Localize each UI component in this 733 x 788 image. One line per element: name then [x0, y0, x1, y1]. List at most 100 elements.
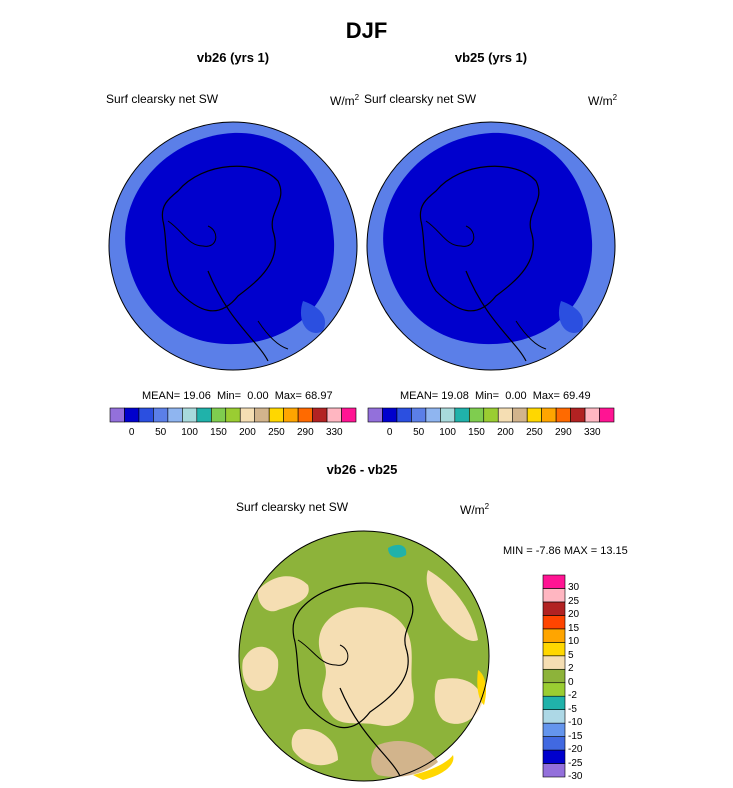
units-label-vb26: W/m2 [330, 93, 359, 108]
units-exp-diff: 2 [484, 502, 490, 511]
colorbar-ticks-diff: 30 25 20 15 10 5 2 0 -2 -5 -10 -15 -20 -25 -30 [568, 575, 608, 782]
colorbar-swatch [555, 407, 571, 423]
coastline-detail-vb25 [425, 220, 547, 350]
map-region-south-diff [291, 729, 338, 766]
colorbar-swatch [526, 407, 542, 423]
colorbar-tick-label: 50 [155, 427, 167, 438]
colorbar-swatch [542, 601, 566, 616]
colorbar-tick-label: 0 [128, 427, 135, 438]
colorbar-swatch [326, 407, 342, 423]
colorbar-swatch [153, 407, 169, 423]
colorbar-swatch [341, 407, 357, 423]
colorbar-swatch [542, 722, 566, 737]
colorbar-swatch [283, 407, 299, 423]
map-border-vb25 [366, 121, 616, 371]
colorbar-swatch [542, 588, 566, 603]
colorbar-tick-label: 100 [439, 427, 456, 438]
colorbar-swatch [542, 736, 566, 751]
colorbar-tick-label: -20 [568, 744, 583, 756]
colorbar-swatch [542, 642, 566, 657]
colorbar-swatch [468, 407, 485, 423]
map-inner-band-vb25 [558, 301, 584, 333]
colorbar-diff [542, 574, 566, 778]
colorbar-swatch [225, 407, 241, 423]
colorbar-tick-label: 150 [210, 427, 227, 438]
colorbar-swatch [584, 407, 600, 423]
colorbar-swatch [570, 407, 586, 423]
map-region-center-diff [318, 607, 414, 726]
colorbar-tick-label: 15 [568, 622, 580, 634]
colorbar-tick-label: 0 [568, 676, 574, 688]
min-label-diff: MIN = [503, 545, 533, 557]
map-region-west-diff [257, 576, 309, 612]
colorbar-tick-label: 200 [497, 427, 514, 438]
colorbar-swatch [542, 682, 566, 697]
colorbar-swatch [542, 749, 566, 764]
colorbar-swatch [542, 574, 566, 589]
colorbar-swatch [239, 407, 256, 423]
colorbar-swatch [382, 407, 398, 423]
max-value-vb25: 69.49 [563, 390, 591, 402]
colorbar-vb26 [109, 407, 357, 423]
colorbar-tick-label: 200 [239, 427, 256, 438]
max-value-diff: 13.15 [600, 545, 628, 557]
colorbar-tick-label: -2 [568, 690, 577, 702]
colorbar-tick-label: 290 [555, 427, 572, 438]
colorbar-tick-label: 5 [568, 649, 574, 661]
colorbar-swatch [210, 407, 227, 423]
colorbar-swatch [542, 615, 566, 630]
colorbar-swatch [483, 407, 499, 423]
max-label-vb26: Max= [274, 390, 302, 402]
units-base-vb25: W/m [588, 94, 613, 108]
max-label-diff: MAX = [563, 545, 598, 557]
colorbar-tick-label: 100 [181, 427, 198, 438]
coastline-vb25 [419, 165, 540, 362]
colorbar-swatch [454, 407, 470, 423]
min-value-vb25: 0.00 [505, 390, 527, 402]
polar-map-diff [238, 530, 490, 782]
colorbar-ticks-vb25: 0 50 100 150 200 250 290 330 [368, 427, 614, 441]
stats-vb25: MEAN= 19.08 Min= 0.00 Max= 69.49 [400, 390, 591, 402]
map-core-region-vb26 [125, 132, 335, 345]
units-base-vb26: W/m [330, 94, 355, 108]
colorbar-swatch [396, 407, 412, 423]
colorbar-tick-label: 330 [325, 427, 343, 438]
map-core-region-vb25 [383, 132, 593, 345]
map-region-teal-diff [388, 544, 407, 558]
units-exp-vb25: 2 [612, 93, 618, 102]
colorbar-swatch [512, 407, 528, 423]
stats-diff: MIN = -7.86 MAX = 13.15 [503, 545, 628, 557]
colorbar-swatch [297, 407, 313, 423]
colorbar-swatch [411, 407, 427, 423]
variable-label-diff: Surf clearsky net SW [236, 500, 349, 514]
colorbar-swatch [542, 709, 566, 724]
colorbar-swatch [542, 628, 566, 643]
colorbar-tick-label: 20 [568, 609, 580, 621]
panel-title-vb26: vb26 (yrs 1) [196, 50, 270, 65]
colorbar-tick-label: 150 [468, 427, 485, 438]
map-border-vb26 [108, 121, 358, 371]
coastline-vb26 [161, 165, 282, 362]
map-region-south2-diff [371, 741, 438, 777]
colorbar-swatch [497, 407, 514, 423]
units-exp-vb26: 2 [354, 93, 360, 102]
colorbar-swatch [268, 407, 284, 423]
colorbar-tick-label: 10 [568, 636, 580, 648]
colorbar-swatch [109, 407, 125, 423]
colorbar-swatch [312, 407, 328, 423]
map-inner-band-vb26 [300, 301, 326, 333]
coastline-diff [292, 582, 414, 777]
units-label-vb25: W/m2 [588, 93, 617, 108]
units-base-diff: W/m [460, 503, 485, 517]
map-region-west2-diff [242, 646, 279, 691]
colorbar-tick-label: -30 [568, 771, 583, 782]
colorbar-swatch [542, 668, 566, 684]
colorbar-tick-label: -15 [568, 730, 583, 742]
panel-title-diff: vb26 - vb25 [326, 462, 398, 477]
mean-value-vb26: 19.06 [183, 390, 211, 402]
colorbar-tick-label: 50 [413, 427, 425, 438]
max-label-vb25: Max= [532, 390, 560, 402]
coastline-detail-vb26 [167, 220, 289, 350]
colorbar-swatch [542, 655, 566, 670]
colorbar-swatch [542, 695, 566, 710]
